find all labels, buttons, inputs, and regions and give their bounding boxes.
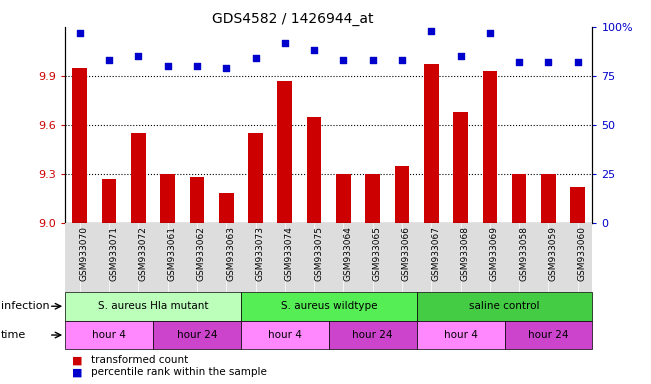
Point (455, 53, 465, 59)
Point (191, 63, 202, 69)
Point (367, 57, 378, 63)
Bar (482, 71, 497, 223)
Text: percentile rank within the sample: percentile rank within the sample (91, 367, 267, 377)
Point (426, 28, 436, 34)
Text: saline control: saline control (469, 301, 540, 311)
Point (543, 59, 553, 65)
Bar (248, 133, 263, 223)
Bar (189, 177, 204, 223)
Point (163, 63, 173, 69)
Text: hour 24: hour 24 (176, 330, 217, 340)
Text: GSM933064: GSM933064 (344, 226, 352, 281)
Text: infection: infection (1, 301, 49, 311)
Text: transformed count: transformed count (91, 355, 188, 365)
Bar (512, 174, 527, 223)
Text: GDS4582 / 1426944_at: GDS4582 / 1426944_at (212, 12, 374, 25)
Bar (102, 179, 117, 223)
Text: hour 4: hour 4 (443, 330, 478, 340)
Bar (365, 174, 380, 223)
Bar (131, 133, 146, 223)
Text: GSM933060: GSM933060 (577, 226, 587, 281)
Bar (424, 65, 439, 223)
Bar (417, 321, 505, 349)
Point (514, 59, 524, 65)
Text: ■: ■ (72, 367, 86, 377)
Bar (417, 292, 592, 321)
Bar (505, 321, 592, 349)
Text: GSM933059: GSM933059 (548, 226, 557, 281)
Point (104, 57, 115, 63)
Bar (160, 174, 175, 223)
Text: GSM933073: GSM933073 (255, 226, 264, 281)
Text: GSM933069: GSM933069 (490, 226, 499, 281)
Bar (241, 292, 417, 321)
Point (484, 30, 495, 36)
Bar (219, 194, 234, 223)
Point (74, 30, 85, 36)
Text: S. aureus wildtype: S. aureus wildtype (281, 301, 377, 311)
Text: GSM933072: GSM933072 (138, 226, 147, 281)
Point (221, 65, 232, 71)
Text: GSM933067: GSM933067 (431, 226, 440, 281)
Text: GSM933065: GSM933065 (372, 226, 381, 281)
Text: GSM933071: GSM933071 (109, 226, 118, 281)
Text: ■: ■ (72, 355, 86, 365)
Bar (329, 321, 417, 349)
Point (572, 59, 583, 65)
Point (133, 53, 143, 59)
Bar (541, 174, 556, 223)
Bar (65, 292, 241, 321)
Text: GSM933062: GSM933062 (197, 226, 206, 281)
Point (339, 57, 349, 63)
Point (309, 47, 319, 53)
Text: hour 24: hour 24 (352, 330, 393, 340)
Text: GSM933066: GSM933066 (402, 226, 411, 281)
Point (280, 40, 290, 46)
Text: GSM933068: GSM933068 (460, 226, 469, 281)
Text: GSM933074: GSM933074 (285, 226, 294, 281)
Bar (307, 117, 322, 223)
Text: time: time (1, 330, 26, 340)
Bar (395, 166, 409, 223)
Bar (72, 68, 87, 223)
Text: hour 4: hour 4 (92, 330, 126, 340)
Bar (153, 321, 241, 349)
Text: GSM933058: GSM933058 (519, 226, 528, 281)
Bar (241, 321, 329, 349)
Bar (277, 81, 292, 223)
Bar (65, 321, 153, 349)
Bar (570, 187, 585, 223)
Text: GSM933075: GSM933075 (314, 226, 323, 281)
Text: GSM933063: GSM933063 (227, 226, 235, 281)
Point (396, 57, 408, 63)
Point (250, 55, 260, 61)
Bar (336, 174, 351, 223)
Bar (453, 112, 468, 223)
Text: S. aureus Hla mutant: S. aureus Hla mutant (98, 301, 208, 311)
Text: GSM933070: GSM933070 (79, 226, 89, 281)
Text: hour 24: hour 24 (528, 330, 569, 340)
Text: GSM933061: GSM933061 (168, 226, 176, 281)
Text: hour 4: hour 4 (268, 330, 302, 340)
